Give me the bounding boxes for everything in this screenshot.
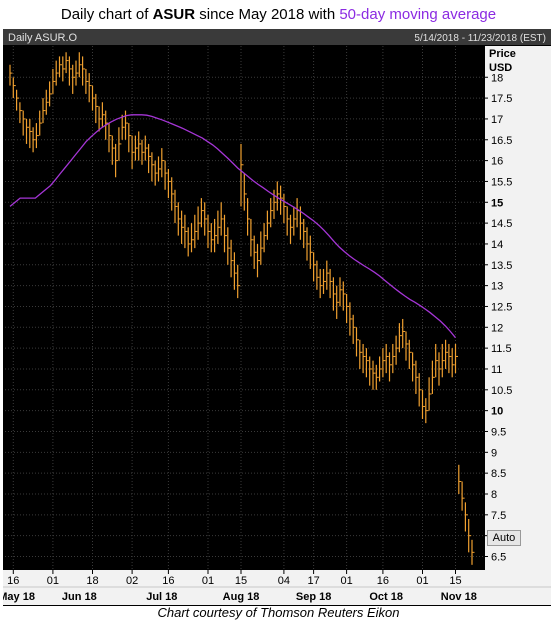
y-tick-label: 8 — [491, 489, 497, 501]
x-month-label: Jul 18 — [146, 591, 177, 603]
x-month-label: Oct 18 — [369, 591, 403, 603]
y-tick-label: 16 — [491, 156, 503, 168]
x-day-label: 01 — [416, 575, 428, 587]
y-tick-label: 12.5 — [491, 301, 512, 313]
date-range-label: 5/14/2018 - 11/23/2018 (EST) — [414, 33, 546, 44]
y-tick-label: 14.5 — [491, 218, 512, 230]
chart-title: Daily chart of ASUR since May 2018 with … — [0, 6, 557, 23]
y-tick-label: 14 — [491, 239, 503, 251]
x-day-label: 16 — [7, 575, 19, 587]
y-tick-label: 17 — [491, 114, 503, 126]
auto-scale-button[interactable]: Auto — [487, 530, 521, 546]
y-tick-label: 11.5 — [491, 343, 512, 355]
currency-label: USD — [489, 62, 512, 74]
x-day-label: 01 — [47, 575, 59, 587]
chart-credit: Chart courtesy of Thomson Reuters Eikon — [157, 605, 400, 620]
x-day-label: 16 — [162, 575, 174, 587]
x-month-label: Aug 18 — [223, 591, 260, 603]
price-header: Price — [489, 48, 516, 60]
y-tick-label: 17.5 — [491, 93, 512, 105]
chart-header-bar — [3, 29, 551, 45]
x-month-label: Jun 18 — [62, 591, 97, 603]
y-tick-label: 13 — [491, 281, 503, 293]
title-prefix: Daily chart of — [60, 6, 153, 23]
price-axis-panel — [485, 46, 551, 570]
y-tick-label: 7.5 — [491, 510, 506, 522]
x-day-label: 17 — [307, 575, 319, 587]
y-tick-label: 18 — [491, 72, 503, 84]
x-month-label: Sep 18 — [296, 591, 331, 603]
y-tick-label: 9.5 — [491, 426, 506, 438]
x-day-label: 01 — [202, 575, 214, 587]
title-ma-label: 50-day moving average — [339, 6, 497, 23]
x-month-label: May 18 — [3, 591, 35, 603]
title-ticker: ASUR — [152, 6, 196, 23]
chart-panel[interactable]: Daily ASUR.O 5/14/2018 - 11/23/2018 (EST)… — [3, 29, 551, 606]
x-day-label: 01 — [340, 575, 352, 587]
y-tick-label: 15 — [491, 197, 503, 209]
x-month-label: Nov 18 — [441, 591, 477, 603]
x-day-label: 15 — [235, 575, 247, 587]
instrument-label: Daily ASUR.O — [8, 32, 78, 44]
y-tick-label: 15.5 — [491, 176, 512, 188]
y-tick-label: 10 — [491, 406, 503, 418]
x-day-label: 18 — [86, 575, 98, 587]
x-day-label: 16 — [377, 575, 389, 587]
y-tick-label: 8.5 — [491, 468, 506, 480]
y-tick-label: 12 — [491, 322, 503, 334]
y-tick-label: 11 — [491, 364, 502, 376]
y-tick-label: 10.5 — [491, 385, 512, 397]
y-tick-label: 9 — [491, 447, 497, 459]
moving-average-line — [9, 114, 457, 339]
title-middle: since May 2018 with — [195, 6, 340, 23]
price-chart[interactable]: Daily ASUR.O 5/14/2018 - 11/23/2018 (EST)… — [3, 29, 551, 606]
x-day-label: 15 — [449, 575, 461, 587]
x-day-label: 04 — [278, 575, 290, 587]
x-day-label: 02 — [126, 575, 138, 587]
y-tick-label: 6.5 — [491, 551, 506, 563]
plot-area — [5, 46, 485, 569]
y-tick-label: 13.5 — [491, 260, 512, 272]
y-tick-label: 16.5 — [491, 135, 512, 147]
